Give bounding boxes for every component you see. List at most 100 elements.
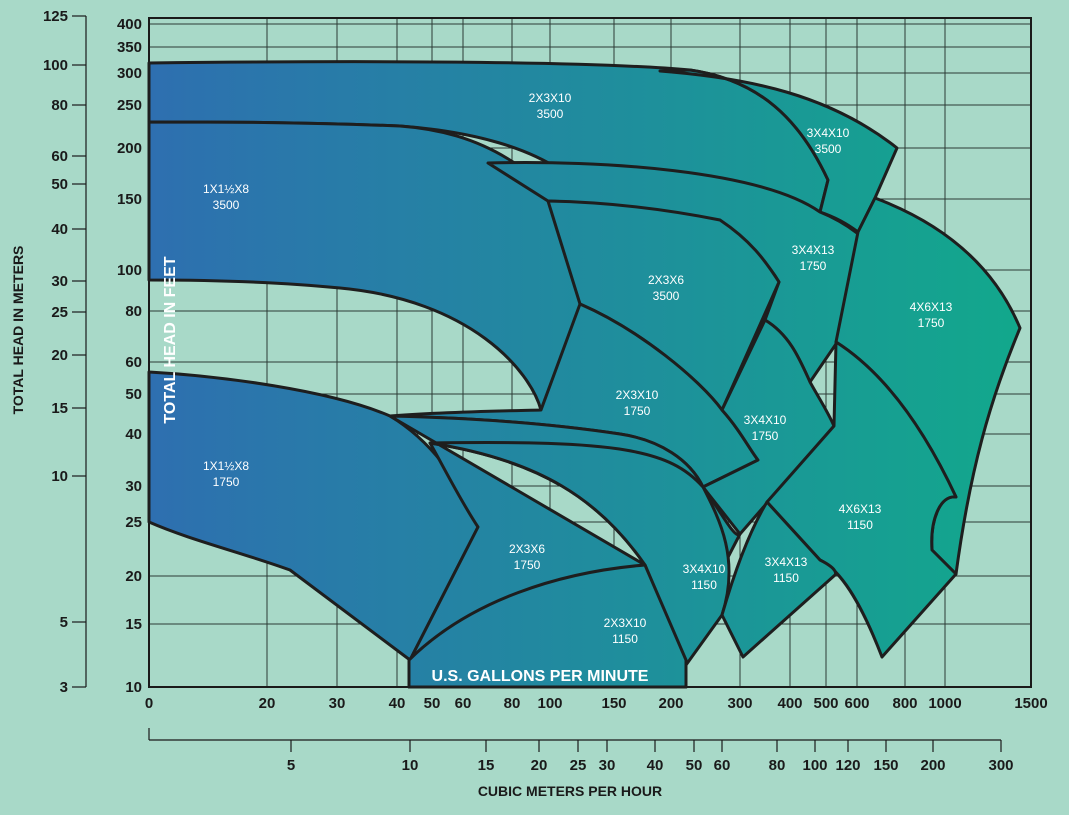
- region-model-label: 2X3X10: [616, 388, 659, 402]
- region-model-label: 3X4X10: [744, 413, 787, 427]
- y-feet-tick-label: 80: [125, 303, 142, 320]
- y-feet-tick-label: 300: [117, 65, 142, 82]
- x-gpm-tick-label: 20: [259, 695, 276, 712]
- region-layer: [147, 60, 1022, 689]
- y-feet-tick-label: 15: [125, 616, 142, 633]
- x-m3h-tick-label: 15: [478, 757, 495, 774]
- region-2x3x10-1150: [407, 563, 688, 689]
- y-feet-tick-label: 50: [125, 386, 142, 403]
- y-meters-tick-label: 40: [51, 221, 68, 238]
- region-model-label: 3X4X13: [792, 243, 835, 257]
- region-model-label: 3X4X10: [807, 126, 850, 140]
- region-speed-label: 3500: [815, 142, 842, 156]
- y-feet-tick-label: 100: [117, 262, 142, 279]
- x-gpm-tick-label: 800: [892, 695, 917, 712]
- x-gpm-tick-label: 600: [844, 695, 869, 712]
- y-feet-tick-label: 350: [117, 39, 142, 56]
- region-speed-label: 3500: [537, 107, 564, 121]
- y-feet-tick-label: 25: [125, 514, 142, 531]
- region-model-label: 2X3X10: [529, 91, 572, 105]
- region-speed-label: 1150: [773, 571, 799, 585]
- region-speed-label: 3500: [653, 289, 680, 303]
- x-gpm-tick-label: 60: [455, 695, 472, 712]
- region-speed-label: 1750: [918, 316, 945, 330]
- x-m3h-axis-title: CUBIC METERS PER HOUR: [478, 783, 662, 799]
- x-m3h-tick-label: 25: [570, 757, 587, 774]
- axis-layer: 0 20 30 40 50 60 80 100 150 200 300 400 500 600 800 100…: [10, 8, 1048, 799]
- y-feet-tick-label: 20: [125, 568, 142, 585]
- x-gpm-tick-label: 200: [658, 695, 683, 712]
- y-meters-tick-label: 10: [51, 468, 68, 485]
- region-speed-label: 3500: [213, 198, 240, 212]
- y-feet-tick-label: 60: [125, 354, 142, 371]
- x-gpm-tick-label: 150: [601, 695, 626, 712]
- region-3x4x10-1150: [428, 441, 731, 667]
- y-meters-tick-label: 30: [51, 273, 68, 290]
- x-m3h-tick-label: 60: [714, 757, 731, 774]
- region-model-label: 4X6X13: [839, 502, 882, 516]
- region-speed-label: 1150: [847, 518, 873, 532]
- x-gpm-tick-label: 500: [813, 695, 838, 712]
- region-speed-label: 1150: [612, 632, 638, 646]
- y-meters-tick-label: 15: [51, 400, 68, 417]
- x-gpm-tick-label: 100: [537, 695, 562, 712]
- x-gpm-tick-label: 300: [727, 695, 752, 712]
- x-gpm-tick-label: 400: [777, 695, 802, 712]
- x-m3h-tick-label: 150: [873, 757, 898, 774]
- y-feet-axis-title: TOTAL HEAD IN FEET: [162, 256, 179, 423]
- y-meters-tick-label: 125: [43, 8, 68, 25]
- y-meters-tick-label: 5: [60, 614, 68, 631]
- x-m3h-tick-label: 30: [599, 757, 616, 774]
- x-gpm-axis-title: U.S. GALLONS PER MINUTE: [432, 668, 649, 685]
- region-model-label: 4X6X13: [910, 300, 953, 314]
- y-feet-tick-label: 40: [125, 426, 142, 443]
- region-speed-label: 1150: [691, 578, 717, 592]
- y-meters-tick-label: 60: [51, 148, 68, 165]
- x-gpm-tick-label: 50: [424, 695, 441, 712]
- y-meters-tick-label: 50: [51, 176, 68, 193]
- region-speed-label: 1750: [514, 558, 541, 572]
- region-speed-label: 1750: [213, 475, 240, 489]
- region-3x4x10-1750: [701, 318, 836, 536]
- y-feet-tick-label: 400: [117, 16, 142, 33]
- x-m3h-tick-label: 10: [402, 757, 419, 774]
- y-meters-axis-title: TOTAL HEAD IN METERS: [10, 246, 26, 415]
- x-gpm-tick-label: 0: [145, 695, 153, 712]
- y-feet-tick-label: 250: [117, 97, 142, 114]
- region-model-label: 1X1½X8: [203, 182, 249, 196]
- x-m3h-tick-label: 5: [287, 757, 295, 774]
- region-4x6x13-1150: [765, 340, 958, 659]
- x-gpm-tick-label: 1000: [928, 695, 961, 712]
- region-model-label: 1X1½X8: [203, 459, 249, 473]
- y-feet-tick-label: 200: [117, 140, 142, 157]
- region-model-label: 2X3X10: [604, 616, 647, 630]
- x-gpm-tick-label: 40: [389, 695, 406, 712]
- x-m3h-tick-label: 120: [835, 757, 860, 774]
- x-m3h-tick-label: 200: [920, 757, 945, 774]
- x-gpm-tick-label: 30: [329, 695, 346, 712]
- region-model-label: 2X3X6: [648, 273, 684, 287]
- y-meters-tick-label: 100: [43, 57, 68, 74]
- x-m3h-tick-label: 300: [988, 757, 1013, 774]
- x-gpm-tick-label: 80: [504, 695, 521, 712]
- y-meters-tick-label: 25: [51, 304, 68, 321]
- x-m3h-tick-label: 50: [686, 757, 703, 774]
- y-meters-tick-label: 20: [51, 347, 68, 364]
- y-meters-tick-label: 3: [60, 679, 68, 696]
- region-speed-label: 1750: [752, 429, 779, 443]
- region-speed-label: 1750: [624, 404, 651, 418]
- x-m3h-tick-label: 20: [531, 757, 548, 774]
- region-3x4x13-1150: [720, 500, 838, 659]
- y-meters-tick-label: 80: [51, 97, 68, 114]
- x-gpm-tick-label: 1500: [1014, 695, 1047, 712]
- y-feet-tick-label: 150: [117, 191, 142, 208]
- y-feet-tick-label: 30: [125, 478, 142, 495]
- x-m3h-tick-label: 100: [802, 757, 827, 774]
- region-model-label: 2X3X6: [509, 542, 545, 556]
- region-speed-label: 1750: [800, 259, 827, 273]
- region-model-label: 3X4X13: [765, 555, 808, 569]
- x-m3h-tick-label: 40: [647, 757, 664, 774]
- label-layer: 2X3X10 3500 3X4X10 3500 1X1½X8 3500 3X4X13 1750…: [162, 91, 953, 685]
